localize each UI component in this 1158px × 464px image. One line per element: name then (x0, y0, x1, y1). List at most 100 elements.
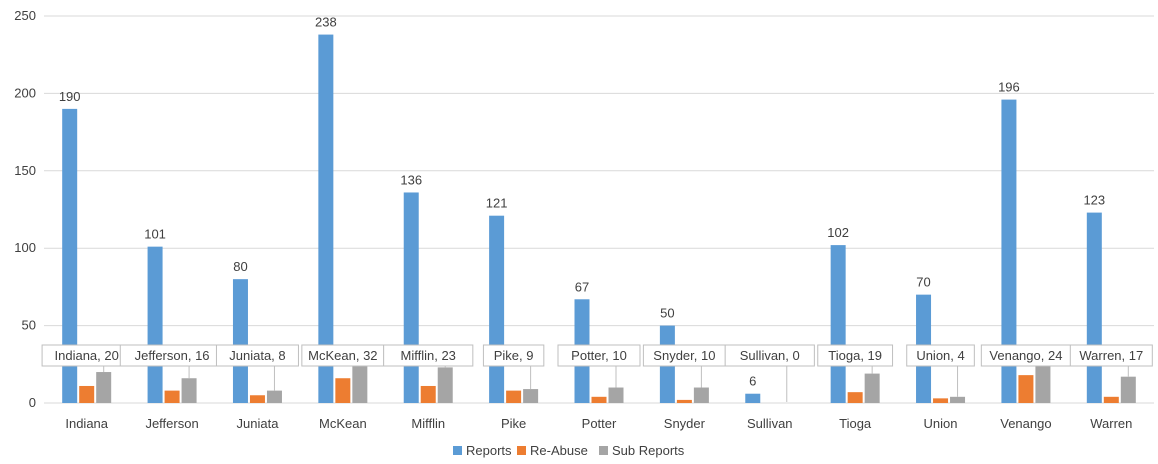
bar-re-abuse-snyder (676, 399, 692, 403)
bar-re-abuse-mckean (335, 378, 351, 403)
legend-swatch-sub-reports (599, 446, 608, 455)
data-label-sub-reports-union: Union, 4 (916, 348, 964, 363)
bar-sub-reports-union (950, 396, 966, 403)
legend: Reports Re-Abuse Sub Reports (453, 443, 685, 458)
bar-re-abuse-potter (591, 396, 607, 403)
data-label-reports-jefferson: 101 (144, 227, 166, 242)
bar-sub-reports-venango (1035, 365, 1051, 403)
data-label-sub-reports-indiana: Indiana, 20 (55, 348, 119, 363)
bar-re-abuse-pike (506, 390, 522, 403)
y-axis-ticks: 0 50 100 150 200 250 (14, 8, 36, 410)
x-tick-label-jefferson: Jefferson (145, 416, 198, 431)
data-label-sub-reports-jefferson: Jefferson, 16 (135, 348, 210, 363)
data-label-reports-mifflin: 136 (400, 172, 422, 187)
callout-sub-reports-jefferson: Jefferson, 16 (119, 344, 225, 379)
x-tick-label-mifflin: Mifflin (411, 416, 445, 431)
callout-sub-reports-mifflin: Mifflin, 23 (383, 344, 474, 368)
x-tick-label-snyder: Snyder (664, 416, 706, 431)
x-tick-label-pike: Pike (501, 416, 526, 431)
callout-sub-reports-pike: Pike, 9 (482, 344, 545, 390)
data-label-sub-reports-tioga: Tioga, 19 (828, 348, 882, 363)
bar-re-abuse-jefferson (164, 390, 180, 403)
callout-box-mifflin (383, 344, 474, 367)
x-tick-label-tioga: Tioga (839, 416, 872, 431)
callout-box-union (906, 344, 975, 367)
legend-label-sub-reports: Sub Reports (612, 443, 685, 458)
y-tick-label-250: 250 (14, 8, 36, 23)
bar-reports-tioga (830, 245, 846, 403)
x-tick-label-potter: Potter (582, 416, 617, 431)
callout-box-potter (557, 344, 641, 367)
callout-sub-reports-warren: Warren, 17 (1069, 344, 1153, 377)
legend-swatch-reports (453, 446, 462, 455)
legend-swatch-re-abuse (517, 446, 526, 455)
callout-sub-reports-tioga: Tioga, 19 (817, 344, 894, 374)
gridlines (44, 15, 1154, 404)
data-label-sub-reports-sullivan: Sullivan, 0 (740, 348, 800, 363)
data-label-reports-venango: 196 (998, 80, 1020, 95)
bar-sub-reports-jefferson (181, 378, 197, 403)
x-tick-label-indiana: Indiana (65, 416, 108, 431)
data-label-reports-snyder: 50 (660, 306, 674, 321)
bar-reports-pike (489, 215, 505, 403)
bar-re-abuse-juniata (249, 395, 265, 403)
bar-sub-reports-indiana (96, 372, 112, 403)
data-label-reports-tioga: 102 (827, 225, 849, 240)
bar-sub-reports-snyder (693, 387, 709, 403)
data-label-reports-mckean: 238 (315, 15, 337, 30)
bar-sub-reports-juniata (266, 390, 282, 403)
bar-reports-juniata (232, 279, 248, 403)
bar-re-abuse-union (933, 398, 949, 403)
data-label-sub-reports-venango: Venango, 24 (989, 348, 1062, 363)
x-tick-label-sullivan: Sullivan (747, 416, 793, 431)
x-axis-categories: Indiana Jefferson Juniata McKean Mifflin Pike… (65, 416, 1132, 431)
data-label-reports-potter: 67 (575, 279, 589, 294)
callout-sub-reports-snyder: Snyder, 10 (642, 344, 726, 388)
bar-re-abuse-venango (1018, 375, 1034, 403)
bar-reports-venango (1001, 99, 1017, 403)
x-tick-label-venango: Venango (1000, 416, 1051, 431)
data-label-reports-pike: 121 (486, 196, 508, 211)
callout-box-warren (1069, 344, 1153, 367)
bar-re-abuse-mifflin (420, 385, 436, 403)
bar-reports-mckean (318, 34, 334, 404)
y-tick-label-100: 100 (14, 240, 36, 255)
data-label-sub-reports-mifflin: Mifflin, 23 (401, 348, 456, 363)
bar-re-abuse-warren (1103, 396, 1119, 403)
y-tick-label-0: 0 (29, 395, 36, 410)
callout-box-pike (482, 344, 545, 367)
callout-sub-reports-mckean: McKean, 32 (301, 344, 385, 367)
data-label-reports-juniata: 80 (233, 259, 247, 274)
data-label-reports-indiana: 190 (59, 89, 81, 104)
bar-sub-reports-mifflin (437, 367, 453, 403)
bar-reports-jefferson (147, 246, 163, 403)
callout-sub-reports-venango: Venango, 24 (980, 344, 1072, 367)
y-tick-label-50: 50 (22, 318, 36, 333)
callout-sub-reports-juniata: Juniata, 8 (215, 344, 299, 391)
bar-reports-mifflin (403, 192, 419, 403)
x-tick-label-mckean: McKean (319, 416, 367, 431)
data-label-reports-sullivan: 6 (749, 374, 756, 389)
data-label-sub-reports-pike: Pike, 9 (494, 348, 534, 363)
data-labels: 190 Indiana, 20 101 Jefferson, 16 80 Juniata,… (41, 15, 1153, 402)
data-label-reports-warren: 123 (1083, 193, 1105, 208)
data-label-sub-reports-potter: Potter, 10 (571, 348, 627, 363)
callout-box-sullivan (724, 344, 815, 367)
callout-box-juniata (215, 344, 299, 367)
callout-sub-reports-indiana: Indiana, 20 (41, 344, 132, 373)
bar-sub-reports-pike (523, 389, 539, 403)
bar-reports-sullivan (745, 393, 761, 403)
data-label-sub-reports-warren: Warren, 17 (1079, 348, 1143, 363)
x-tick-label-union: Union (924, 416, 958, 431)
bar-reports-indiana (62, 108, 78, 403)
bar-sub-reports-tioga (864, 373, 880, 403)
data-label-reports-union: 70 (916, 275, 930, 290)
bar-re-abuse-tioga (847, 392, 863, 403)
bar-re-abuse-indiana (79, 385, 95, 403)
bar-sub-reports-potter (608, 387, 624, 403)
legend-label-re-abuse: Re-Abuse (530, 443, 588, 458)
x-tick-label-juniata: Juniata (237, 416, 280, 431)
data-label-sub-reports-juniata: Juniata, 8 (229, 348, 285, 363)
